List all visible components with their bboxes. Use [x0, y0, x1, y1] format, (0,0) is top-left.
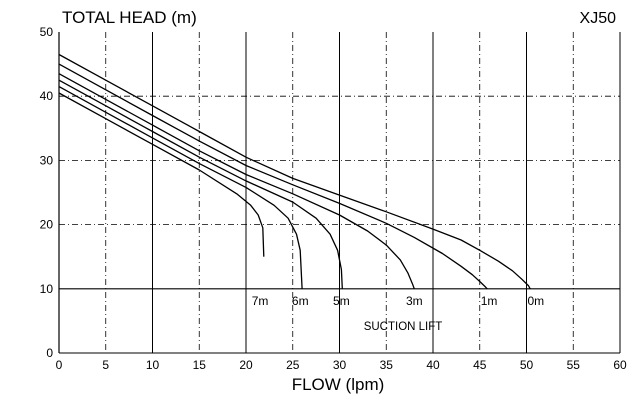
x-axis-label: FLOW (lpm)	[292, 375, 385, 394]
series-label-1m: 1m	[481, 294, 498, 308]
x-tick-label: 0	[56, 358, 63, 372]
curve-0m	[58, 53, 531, 290]
curves	[58, 53, 531, 290]
x-tick-label: 25	[286, 358, 300, 372]
x-tick-label: 50	[520, 358, 534, 372]
curve-1m	[58, 63, 488, 290]
curve-6m	[58, 86, 303, 289]
x-tick-label: 10	[146, 358, 160, 372]
y-tick-label: 40	[40, 89, 54, 103]
suction-lift-label: SUCTION LIFT	[364, 321, 443, 333]
plot-frame	[58, 32, 620, 354]
y-tick-label: 10	[40, 282, 54, 296]
series-label-0m: 0m	[528, 294, 545, 308]
y-tick-label: 20	[40, 218, 54, 232]
curve-5m	[58, 79, 343, 289]
tick-labels: 0m 1m 3m 5m 6m 7m 0 5 10 15 20 25 30 35 40 45 50 55 60 0 10 2…	[40, 25, 627, 372]
series-label-7m: 7m	[252, 294, 269, 308]
x-tick-label: 60	[613, 358, 627, 372]
curve-3m	[58, 73, 415, 290]
y-tick-label: 50	[40, 25, 54, 39]
grid	[59, 32, 621, 353]
y-tick-label: 0	[46, 346, 53, 360]
x-tick-label: 40	[426, 358, 440, 372]
x-tick-label: 5	[102, 358, 109, 372]
curve-7m	[58, 92, 265, 257]
chart-title: TOTAL HEAD (m)	[62, 8, 197, 27]
y-tick-label: 30	[40, 153, 54, 167]
series-label-3m: 3m	[406, 294, 423, 308]
series-label-5m: 5m	[333, 294, 350, 308]
model-label: XJ50	[580, 10, 617, 27]
series-label-6m: 6m	[292, 294, 309, 308]
x-tick-label: 45	[473, 358, 487, 372]
x-tick-label: 35	[380, 358, 394, 372]
x-tick-label: 30	[333, 358, 347, 372]
x-tick-label: 20	[239, 358, 253, 372]
labels: TOTAL HEAD (m) XJ50 FLOW (lpm) SUCTION L…	[62, 8, 616, 394]
x-tick-label: 15	[193, 358, 207, 372]
x-tick-label: 55	[567, 358, 581, 372]
